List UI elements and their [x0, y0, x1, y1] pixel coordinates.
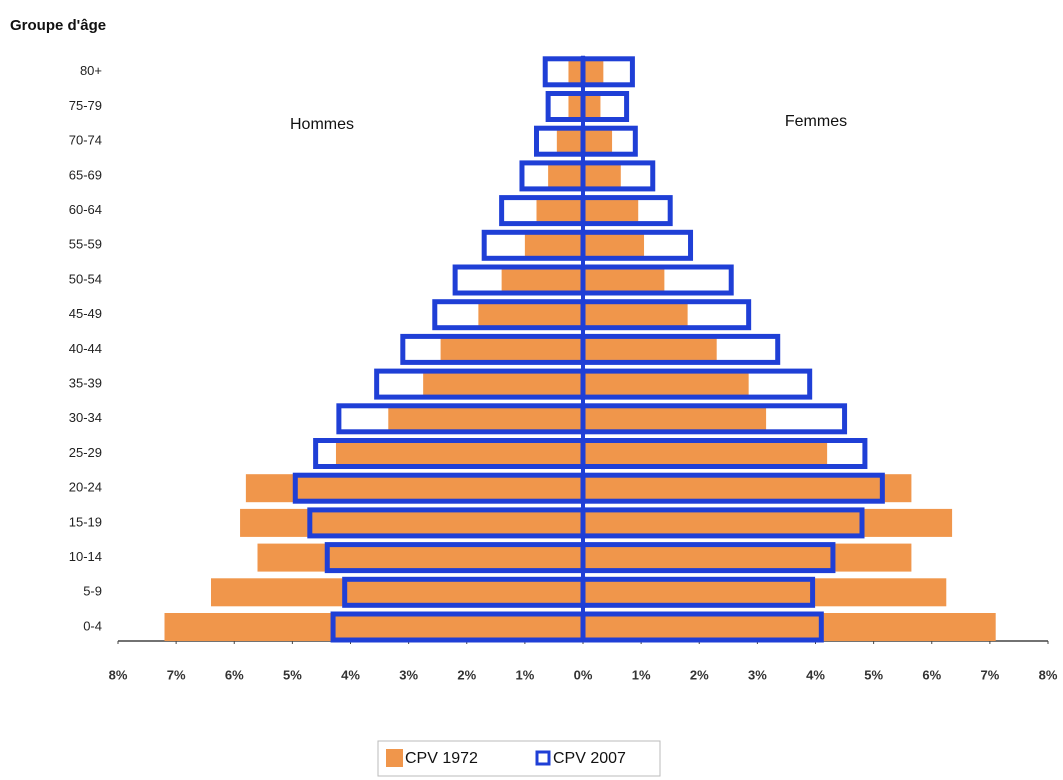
y-tick-label: 75-79	[69, 98, 102, 113]
bar	[583, 161, 621, 190]
bar	[423, 370, 583, 399]
bar	[583, 300, 688, 329]
bar	[583, 404, 767, 433]
bar	[583, 474, 912, 503]
x-tick-label: 7%	[980, 667, 999, 682]
bar	[568, 57, 583, 86]
bar	[583, 127, 613, 156]
y-tick-label: 70-74	[69, 133, 102, 148]
x-tick-label: 8%	[109, 667, 128, 682]
bar	[257, 543, 583, 572]
bar	[440, 335, 583, 364]
bar	[583, 439, 828, 468]
x-tick-label: 5%	[283, 667, 302, 682]
bar	[583, 508, 953, 537]
x-tick-label: 2%	[690, 667, 709, 682]
y-tick-label: 20-24	[69, 480, 102, 495]
x-tick-label: 4%	[806, 667, 825, 682]
x-tick-label: 6%	[922, 667, 941, 682]
x-tick-label: 5%	[864, 667, 883, 682]
legend-swatch	[535, 750, 551, 766]
y-tick-label: 5-9	[83, 584, 102, 599]
y-tick-label: 30-34	[69, 410, 102, 425]
right-label: Femmes	[785, 113, 847, 130]
y-tick-label: 25-29	[69, 445, 102, 460]
bar	[335, 439, 583, 468]
legend-label: CPV 1972	[405, 750, 478, 767]
bar	[568, 92, 583, 121]
y-tick-label: 45-49	[69, 306, 102, 321]
y-tick-label: 65-69	[69, 167, 102, 182]
bar	[583, 196, 639, 225]
left-label: Hommes	[290, 116, 354, 133]
bar	[524, 231, 583, 260]
bar	[583, 266, 665, 294]
bar	[583, 335, 717, 364]
bar	[583, 57, 604, 86]
bar	[240, 508, 583, 537]
bar	[583, 543, 912, 572]
bar	[211, 578, 583, 607]
x-tick-label: 1%	[632, 667, 651, 682]
bar	[583, 92, 601, 121]
y-tick-label: 50-54	[69, 271, 102, 286]
y-tick-label: 35-39	[69, 376, 102, 391]
y-tick-label: 55-59	[69, 237, 102, 252]
y-tick-label: 15-19	[69, 514, 102, 529]
x-tick-label: 1%	[515, 667, 534, 682]
x-tick-label: 6%	[225, 667, 244, 682]
y-tick-label: 10-14	[69, 549, 102, 564]
bar	[245, 474, 583, 503]
bar	[536, 196, 583, 225]
y-tick-label: 80+	[80, 63, 102, 78]
bar	[583, 370, 749, 399]
bar	[164, 613, 583, 641]
y-tick-label: 40-44	[69, 341, 102, 356]
x-tick-label: 7%	[167, 667, 186, 682]
bar	[583, 578, 947, 607]
x-tick-label: 3%	[399, 667, 418, 682]
x-tick-label: 3%	[748, 667, 767, 682]
bar	[556, 127, 583, 156]
y-axis-title: Groupe d'âge	[10, 17, 106, 34]
x-tick-label: 2%	[457, 667, 476, 682]
bar	[501, 266, 583, 294]
bar	[548, 161, 583, 190]
y-tick-label: 60-64	[69, 202, 102, 217]
x-tick-label: 4%	[341, 667, 360, 682]
bar	[388, 404, 583, 433]
x-tick-label: 8%	[1039, 667, 1058, 682]
x-tick-label: 0%	[574, 667, 593, 682]
legend-box	[377, 740, 661, 777]
y-tick-label: 0-4	[83, 618, 102, 633]
bar	[583, 613, 996, 641]
bar	[583, 231, 645, 260]
legend-label: CPV 2007	[553, 750, 626, 767]
legend-swatch	[386, 749, 403, 767]
bar	[478, 300, 583, 329]
